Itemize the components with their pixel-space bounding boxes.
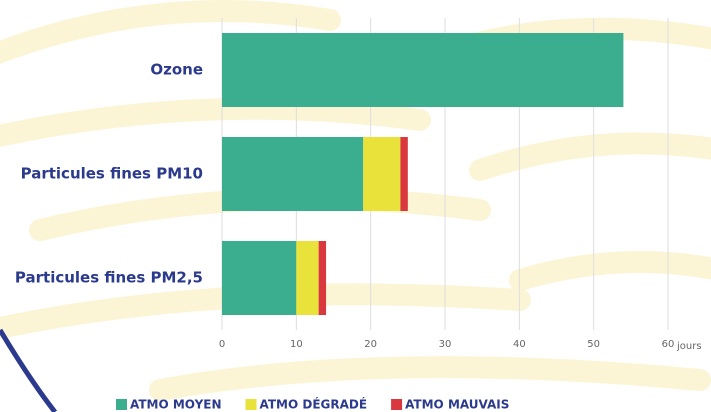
legend-swatch [391,399,402,410]
bar-segment [296,241,318,315]
decor-curve [0,330,55,412]
legend-label: ATMO DÉGRADÉ [260,397,368,412]
legend-swatch [116,399,127,410]
bar-segment [319,241,326,315]
x-tick-label: 0 [219,339,225,350]
bar-segment [222,137,363,211]
y-tick-label: Particules fines PM2,5 [15,269,203,287]
x-tick-label: 50 [587,339,600,350]
legend-label: ATMO MAUVAIS [405,398,509,412]
legend-swatch [246,399,257,410]
x-axis-label: jours [676,341,702,352]
y-tick-label: Particules fines PM10 [21,165,203,183]
chart: 0 10 20 30 40 50 60jours Ozone Particules fines … [0,0,711,412]
bar-segment [400,137,407,211]
x-tick-label: 10 [290,339,303,350]
bar-segment [222,241,296,315]
x-tick-label: 40 [513,339,526,350]
legend-label: ATMO MOYEN [130,398,222,412]
x-tick-label: 30 [439,339,452,350]
x-tick-label: 60 [662,339,675,350]
bar-segment [363,137,400,211]
y-tick-label: Ozone [150,61,203,79]
bar-segment [222,33,623,107]
x-tick-label: 20 [364,339,377,350]
